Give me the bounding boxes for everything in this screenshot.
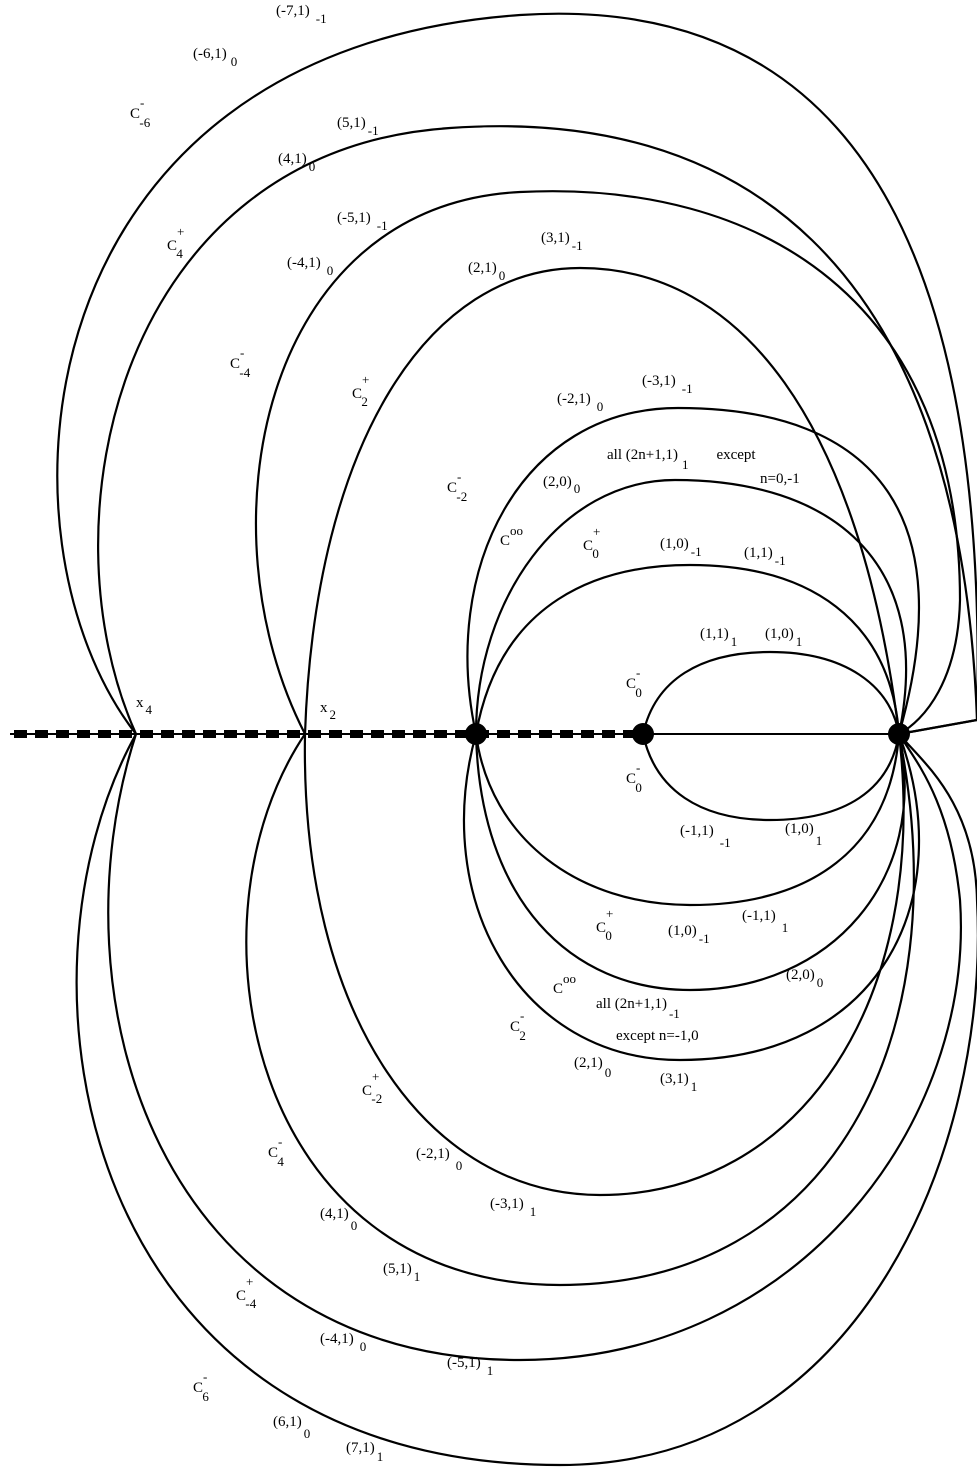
curve-c-6-minus-bottom [75, 733, 977, 1467]
label-m5-1: (-5,1) -1 [337, 210, 388, 233]
label-m3-1: (-3,1) -1 [642, 373, 693, 396]
label-2-1-b: (2,1)0 [574, 1055, 611, 1080]
label-m2-1: (-2,1) 0 [557, 391, 603, 414]
label-m1-1-b: (-1,1)1 [742, 908, 788, 935]
curve-c-0-minus-bottom [641, 733, 901, 822]
label-2-0: (2,0) 0 [543, 474, 580, 496]
label-4-1-b: (4,1)0 [320, 1206, 357, 1233]
curve-c-minus-4-plus-bottom [107, 733, 962, 1362]
label-c-2-top: C+ 2 [352, 372, 369, 409]
curve-c-4-top [97, 125, 977, 736]
label-3-1: (3,1) -1 [541, 230, 583, 253]
label-c-0m-bottom: C-0 [626, 760, 642, 795]
label-5-1-b: (5,1) 1 [383, 1261, 420, 1284]
curve-c-2-minus-bottom [462, 733, 921, 1062]
label-c-m4p-bottom: C+ -4 [236, 1274, 257, 1311]
label-2-0-b: (2,0) 0 [786, 967, 823, 990]
label-1-0-a: (1,0) -1 [660, 536, 702, 559]
label-c-4-top: C+ 4 [167, 224, 184, 261]
label-1-1-b: (1,1) 1 [700, 626, 737, 649]
label-5-1: (5,1) -1 [337, 115, 379, 138]
label-n-top: n=0,-1 [760, 471, 800, 487]
label-c-0p-bottom: C+ 0 [596, 906, 613, 943]
point-middle [632, 723, 654, 745]
curve-c-2-top [303, 266, 901, 735]
label-c-2m-bottom: C-2 [510, 1008, 526, 1043]
label-c-m2-top: C--2 [447, 469, 467, 504]
label-1-0-c: (1,0)1 [785, 821, 822, 848]
label-c-oo-bottom: Coo [553, 971, 576, 997]
label-m4-1: (-4,1) 0 [287, 255, 333, 278]
label-c-oo-top: Coo [500, 523, 523, 549]
label-c-m6-top: C--6 [130, 95, 151, 130]
label-c-0m-top: C-0 [626, 665, 642, 700]
label-c-m2p-bottom: C+ -2 [362, 1069, 382, 1106]
label-all-top: all (2n+1,1)1except [607, 447, 756, 472]
point-left [465, 723, 487, 745]
label-1-0-d: (1,0) -1 [668, 923, 710, 946]
label-1-1-a: (1,1) -1 [744, 545, 786, 568]
curve-c-minus-6-top [56, 12, 977, 736]
curve-c-0-minus-top [641, 650, 901, 735]
label-m5-1-b: (-5,1) 1 [447, 1355, 493, 1378]
curve-c-oo-top [474, 478, 908, 735]
diagram-labels: (-7,1) -1 (-6,1) 0 C--6 (5,1) -1 (4,1) 0 C+ 4… [130, 3, 823, 1464]
label-4-1: (4,1) 0 [278, 151, 315, 174]
label-m4-1-b: (-4,1) 0 [320, 1331, 366, 1354]
curve-c-minus-2-plus-bottom [303, 733, 905, 1197]
label-m6-1: (-6,1) 0 [193, 46, 237, 69]
label-3-1-b: (3,1) 1 [660, 1071, 697, 1094]
label-c-4m-bottom: C-4 [268, 1134, 284, 1169]
curve-c-4-minus-bottom [245, 733, 915, 1287]
curve-c-minus-2-top [466, 406, 921, 735]
lower-curves [75, 733, 977, 1467]
axis-points [465, 723, 910, 745]
label-7-1-b: (7,1)1 [346, 1440, 383, 1464]
label-m7-1: (-7,1) -1 [276, 3, 327, 26]
label-except-bottom: except n=-1,0 [616, 1028, 699, 1044]
curve-c-0-plus-top [474, 563, 901, 735]
label-m3-1-b: (-3,1) 1 [490, 1196, 536, 1219]
point-right [888, 723, 910, 745]
upper-curves [56, 12, 977, 736]
label-c-m4-top: C--4 [230, 345, 251, 380]
label-c-0p-top: C+ 0 [583, 524, 600, 561]
label-m2-1-b: (-2,1)0 [416, 1146, 462, 1173]
label-6-1-b: (6,1)0 [273, 1414, 310, 1441]
label-2-1: (2,1) 0 [468, 260, 505, 283]
curve-c-0-plus-bottom [474, 733, 901, 907]
label-c-6m-bottom: C-6 [193, 1369, 209, 1404]
curve-c-oo-bottom [474, 733, 906, 992]
label-1-0-b: (1,0) 1 [765, 626, 802, 649]
label-all-bottom: all (2n+1,1)-1 [596, 996, 680, 1021]
curve-c-minus-4-top [254, 190, 962, 735]
label-m1-1-a: (-1,1)-1 [680, 823, 731, 850]
